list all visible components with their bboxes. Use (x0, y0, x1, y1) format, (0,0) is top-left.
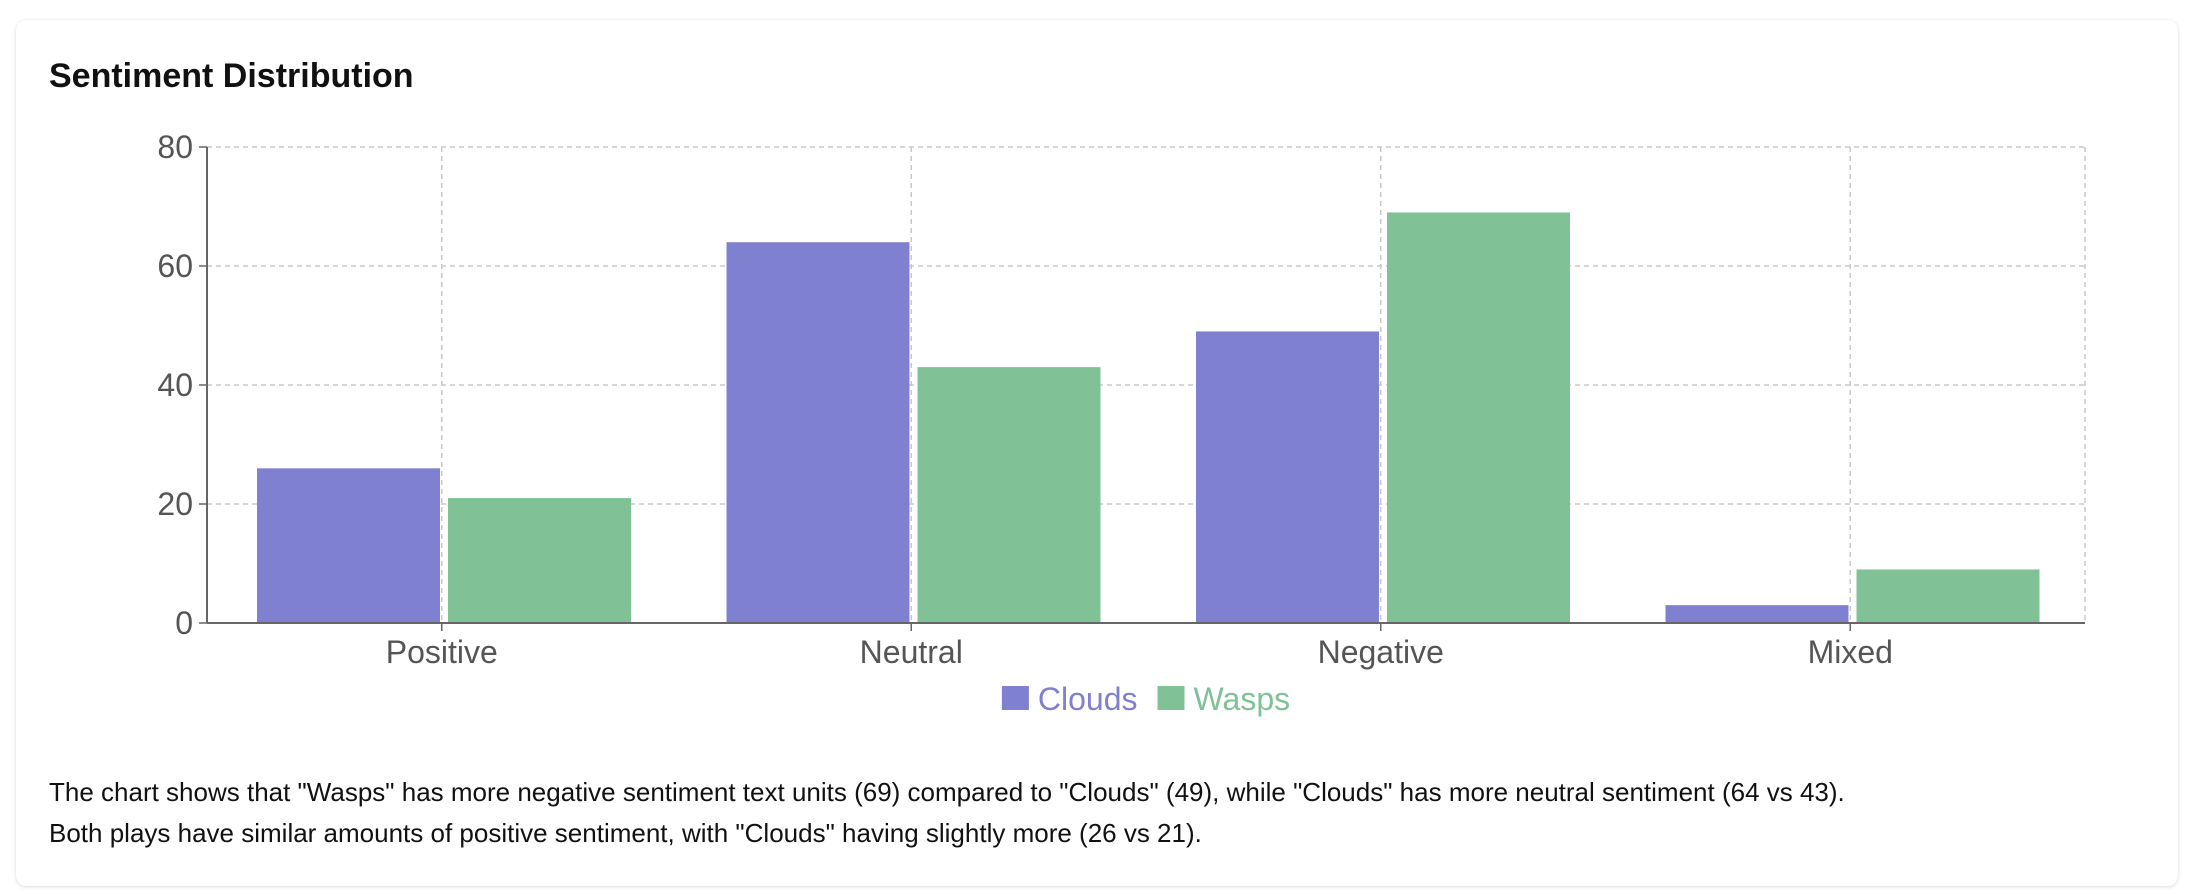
bar-wasps-negative[interactable] (1387, 212, 1570, 623)
legend-swatch (1001, 686, 1029, 710)
bar-clouds-neutral[interactable] (726, 242, 910, 623)
x-tick-label: Negative (1318, 634, 1444, 670)
legend-item-clouds[interactable]: Clouds (1001, 681, 1138, 717)
grid-lines (207, 146, 2086, 623)
axes: 0 20 40 60 80 Positive Neutral Negative Mixed (157, 129, 2085, 670)
x-tick-label: Positive (386, 634, 498, 670)
summary-line-2: Both plays have similar amounts of posit… (49, 818, 1202, 848)
y-tick-label: 0 (175, 605, 193, 641)
bar-wasps-mixed[interactable] (1856, 569, 2040, 623)
x-tick-label: Mixed (1808, 634, 1893, 670)
bar-clouds-positive[interactable] (257, 468, 440, 623)
x-tick-label: Neutral (860, 634, 963, 670)
bar-clouds-mixed[interactable] (1665, 605, 1849, 623)
y-tick-label: 60 (157, 248, 193, 284)
legend-swatch (1157, 686, 1185, 710)
bar-wasps-neutral[interactable] (917, 367, 1101, 623)
y-tick-label: 80 (157, 129, 193, 165)
legend-item-wasps[interactable]: Wasps (1157, 681, 1291, 717)
legend-label: Clouds (1038, 681, 1138, 717)
summary-line-1: The chart shows that "Wasps" has more ne… (49, 777, 1845, 807)
y-tick-label: 40 (157, 367, 193, 403)
chart-title: Sentiment Distribution (49, 57, 414, 95)
chart-summary: The chart shows that "Wasps" has more ne… (49, 772, 2159, 854)
y-tick-label: 20 (157, 486, 193, 522)
legend-label: Wasps (1194, 681, 1291, 717)
legend: Clouds Wasps (1001, 681, 1291, 717)
bar-wasps-positive[interactable] (448, 498, 631, 623)
bar-clouds-negative[interactable] (1196, 331, 1379, 623)
bars (257, 212, 2040, 623)
